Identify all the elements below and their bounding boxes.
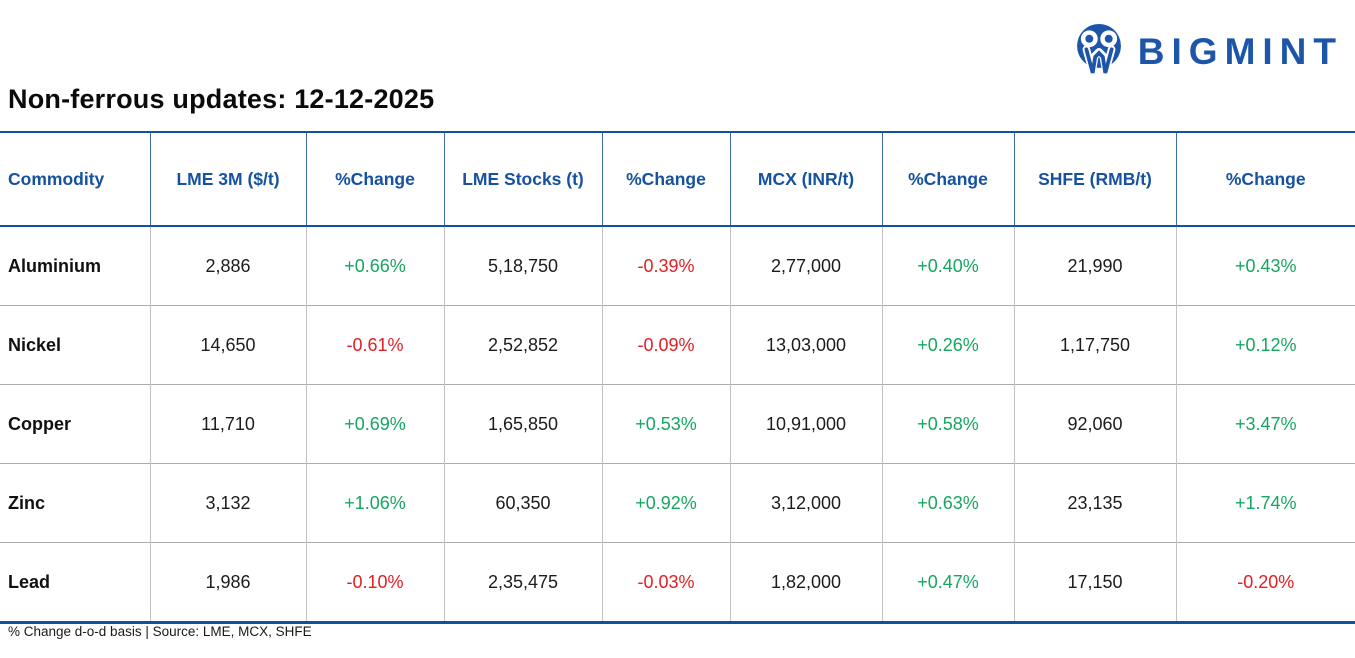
lme3m-cell: 11,710 bbox=[150, 384, 307, 464]
mcx-cell: 1,82,000 bbox=[730, 542, 883, 623]
col-header-commodity: Commodity bbox=[0, 132, 151, 227]
lme-stocks-cell: 5,18,750 bbox=[444, 226, 603, 306]
shfe-cell: 17,150 bbox=[1014, 542, 1177, 623]
shfe-change-cell: +1.74% bbox=[1176, 463, 1355, 543]
col-header-shfe: SHFE (RMB/t) bbox=[1014, 132, 1177, 227]
commodity-price-table: Commodity LME 3M ($/t) %Change LME Stock… bbox=[0, 131, 1355, 624]
shfe-cell: 21,990 bbox=[1014, 226, 1177, 306]
col-header-mcx: MCX (INR/t) bbox=[730, 132, 883, 227]
table-row: Zinc 3,132 +1.06% 60,350 +0.92% 3,12,000… bbox=[0, 463, 1355, 543]
lme-stocks-cell: 1,65,850 bbox=[444, 384, 603, 464]
mcx-change-cell: +0.26% bbox=[882, 305, 1015, 385]
lme3m-change-cell: +1.06% bbox=[306, 463, 445, 543]
stocks-change-cell: +0.92% bbox=[602, 463, 731, 543]
col-header-shfe-change: %Change bbox=[1176, 132, 1355, 227]
stocks-change-cell: -0.03% bbox=[602, 542, 731, 623]
table-row: Nickel 14,650 -0.61% 2,52,852 -0.09% 13,… bbox=[0, 305, 1355, 385]
source-note: % Change d-o-d basis | Source: LME, MCX,… bbox=[8, 624, 312, 639]
table-row: Lead 1,986 -0.10% 2,35,475 -0.03% 1,82,0… bbox=[0, 542, 1355, 623]
lme3m-change-cell: +0.66% bbox=[306, 226, 445, 306]
table-header: Commodity LME 3M ($/t) %Change LME Stock… bbox=[0, 132, 1355, 227]
stocks-change-cell: -0.39% bbox=[602, 226, 731, 306]
commodity-cell: Zinc bbox=[0, 463, 151, 543]
commodity-cell: Aluminium bbox=[0, 226, 151, 306]
shfe-cell: 1,17,750 bbox=[1014, 305, 1177, 385]
lme3m-cell: 1,986 bbox=[150, 542, 307, 623]
lme3m-cell: 14,650 bbox=[150, 305, 307, 385]
col-header-lme-stocks: LME Stocks (t) bbox=[444, 132, 603, 227]
bigmint-logo: BIGMINT bbox=[1072, 22, 1343, 80]
col-header-stocks-change: %Change bbox=[602, 132, 731, 227]
mcx-change-cell: +0.58% bbox=[882, 384, 1015, 464]
lme-stocks-cell: 2,52,852 bbox=[444, 305, 603, 385]
commodity-cell: Nickel bbox=[0, 305, 151, 385]
lme3m-cell: 3,132 bbox=[150, 463, 307, 543]
page-title: Non-ferrous updates: 12-12-2025 bbox=[8, 84, 435, 114]
mcx-cell: 13,03,000 bbox=[730, 305, 883, 385]
shfe-change-cell: +0.43% bbox=[1176, 226, 1355, 306]
table-row: Aluminium 2,886 +0.66% 5,18,750 -0.39% 2… bbox=[0, 226, 1355, 306]
shfe-change-cell: -0.20% bbox=[1176, 542, 1355, 623]
bigmint-mark-icon bbox=[1076, 24, 1121, 75]
mcx-change-cell: +0.40% bbox=[882, 226, 1015, 306]
shfe-cell: 92,060 bbox=[1014, 384, 1177, 464]
lme-stocks-cell: 2,35,475 bbox=[444, 542, 603, 623]
table-row: Copper 11,710 +0.69% 1,65,850 +0.53% 10,… bbox=[0, 384, 1355, 464]
shfe-cell: 23,135 bbox=[1014, 463, 1177, 543]
lme-stocks-cell: 60,350 bbox=[444, 463, 603, 543]
col-header-lme3m: LME 3M ($/t) bbox=[150, 132, 307, 227]
mcx-cell: 2,77,000 bbox=[730, 226, 883, 306]
lme3m-change-cell: +0.69% bbox=[306, 384, 445, 464]
shfe-change-cell: +0.12% bbox=[1176, 305, 1355, 385]
stocks-change-cell: -0.09% bbox=[602, 305, 731, 385]
logo-wordmark: BIGMINT bbox=[1137, 30, 1343, 72]
commodity-cell: Copper bbox=[0, 384, 151, 464]
mcx-change-cell: +0.63% bbox=[882, 463, 1015, 543]
mcx-change-cell: +0.47% bbox=[882, 542, 1015, 623]
lme3m-cell: 2,886 bbox=[150, 226, 307, 306]
lme3m-change-cell: -0.61% bbox=[306, 305, 445, 385]
table-body: Aluminium 2,886 +0.66% 5,18,750 -0.39% 2… bbox=[0, 226, 1355, 623]
lme3m-change-cell: -0.10% bbox=[306, 542, 445, 623]
col-header-lme3m-change: %Change bbox=[306, 132, 445, 227]
col-header-mcx-change: %Change bbox=[882, 132, 1015, 227]
stocks-change-cell: +0.53% bbox=[602, 384, 731, 464]
shfe-change-cell: +3.47% bbox=[1176, 384, 1355, 464]
mcx-cell: 3,12,000 bbox=[730, 463, 883, 543]
mcx-cell: 10,91,000 bbox=[730, 384, 883, 464]
commodity-cell: Lead bbox=[0, 542, 151, 623]
